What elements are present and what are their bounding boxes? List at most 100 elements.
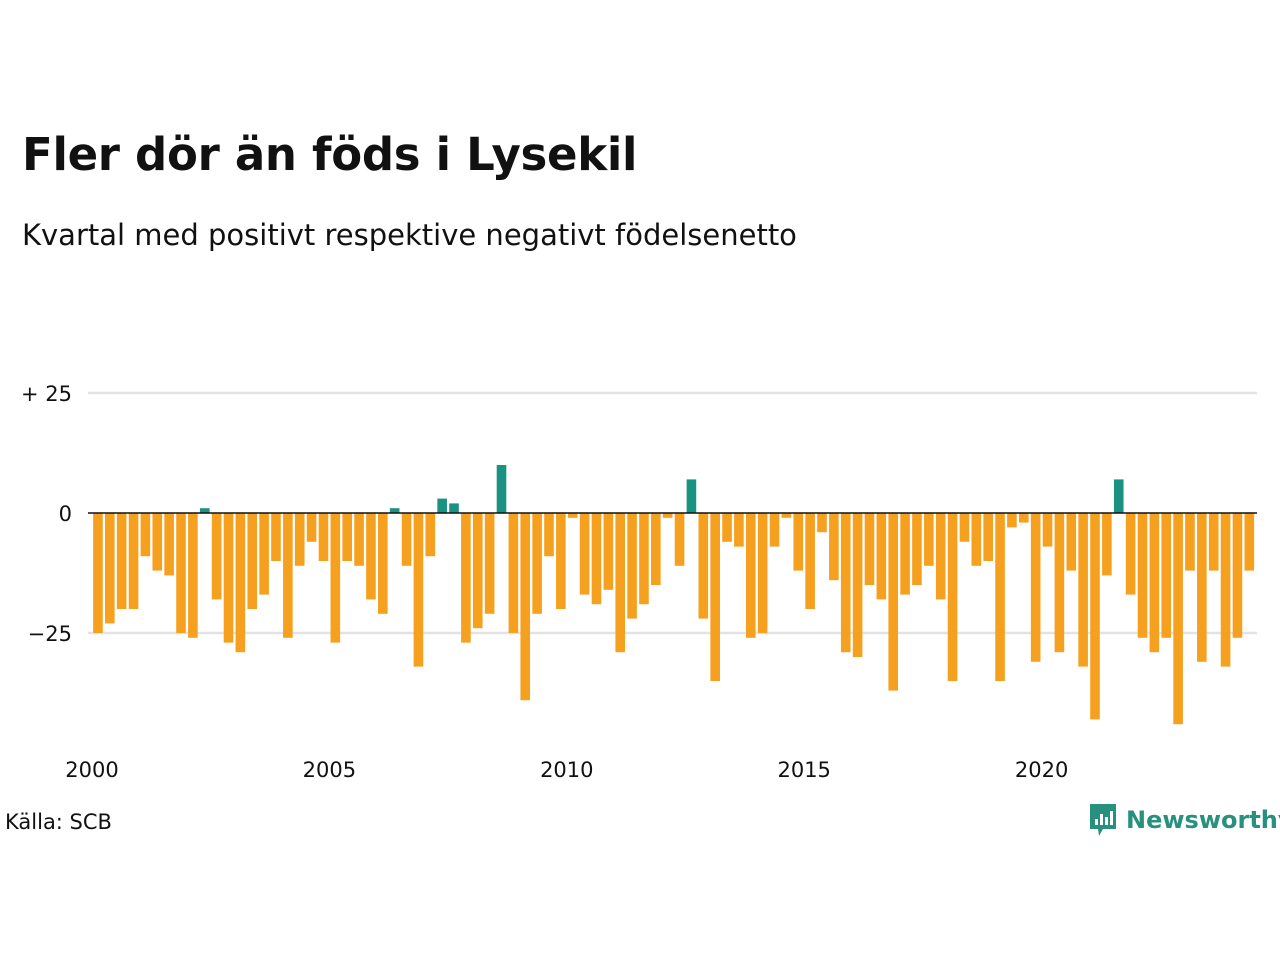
bar xyxy=(188,513,198,638)
bar xyxy=(603,513,614,590)
bar xyxy=(425,513,436,557)
brand-name: Newsworthy xyxy=(1126,806,1280,834)
bar xyxy=(484,513,495,614)
chart-subtitle: Kvartal med positivt respektive negativt… xyxy=(22,218,797,252)
bar xyxy=(1054,513,1065,653)
bar xyxy=(164,513,174,576)
chart-title: Fler dör än föds i Lysekil xyxy=(22,128,638,181)
bar xyxy=(116,513,127,609)
bar xyxy=(105,513,115,624)
bar xyxy=(223,513,234,643)
bar xyxy=(959,513,970,542)
bar xyxy=(947,513,958,681)
bar xyxy=(1137,513,1148,638)
bar xyxy=(532,513,542,614)
bar xyxy=(1090,513,1100,720)
bar xyxy=(971,513,982,566)
bar xyxy=(152,513,163,571)
bar xyxy=(294,513,305,566)
bar xyxy=(128,513,139,609)
bar xyxy=(995,513,1005,681)
bar xyxy=(354,513,364,566)
bar xyxy=(651,513,661,585)
bar xyxy=(1232,513,1243,638)
bar xyxy=(556,513,566,609)
bar xyxy=(1066,513,1077,571)
y-tick-label: + 25 xyxy=(21,382,72,406)
bar xyxy=(520,513,531,701)
newsworthy-logo-icon xyxy=(1090,804,1116,836)
bar xyxy=(472,513,483,629)
x-tick-label: 2010 xyxy=(540,758,593,782)
bars xyxy=(93,465,1255,725)
bar xyxy=(912,513,922,585)
source-note: Källa: SCB xyxy=(5,810,112,834)
bar xyxy=(1197,513,1207,662)
bar xyxy=(829,513,839,581)
bar xyxy=(449,503,459,513)
bar xyxy=(259,513,269,595)
x-tick-label: 2005 xyxy=(303,758,356,782)
bar xyxy=(710,513,720,681)
bar xyxy=(627,513,637,619)
bar xyxy=(176,513,186,633)
bar xyxy=(496,465,507,513)
bar xyxy=(1113,479,1124,513)
bar xyxy=(1149,513,1160,653)
bar xyxy=(1030,513,1041,662)
bar xyxy=(1078,513,1088,667)
bar xyxy=(1173,513,1183,725)
axes: + 25 0 −25 2000 2005 2010 2015 2020 xyxy=(21,382,1257,782)
bar xyxy=(864,513,875,585)
bar xyxy=(461,513,471,643)
bar xyxy=(852,513,863,657)
bar xyxy=(366,513,376,600)
x-tick-label: 2000 xyxy=(65,758,118,782)
bar xyxy=(1220,513,1231,667)
bar xyxy=(793,513,804,571)
bar xyxy=(247,513,258,609)
bar xyxy=(722,513,732,542)
bar xyxy=(745,513,756,638)
newsworthy-logo[interactable]: Newsworthy xyxy=(1088,802,1280,838)
bar xyxy=(413,513,424,667)
bar xyxy=(140,513,151,557)
bar xyxy=(888,513,899,691)
bar xyxy=(1244,513,1255,571)
bar xyxy=(805,513,815,609)
bar xyxy=(544,513,554,557)
bar xyxy=(389,508,400,513)
bar xyxy=(330,513,341,643)
bar xyxy=(662,513,673,518)
bar xyxy=(1161,513,1172,638)
x-tick-label: 2020 xyxy=(1015,758,1068,782)
bar xyxy=(924,513,934,566)
bar xyxy=(283,513,293,638)
bar xyxy=(306,513,317,542)
bar xyxy=(781,513,792,518)
bar xyxy=(817,513,827,533)
bar xyxy=(1007,513,1017,528)
bar xyxy=(401,513,412,566)
bar xyxy=(900,513,910,595)
bar xyxy=(1208,513,1219,571)
y-tick-label: −25 xyxy=(28,622,72,646)
x-tick-label: 2015 xyxy=(777,758,830,782)
bar xyxy=(211,513,222,600)
bar xyxy=(342,513,352,561)
bar xyxy=(318,513,329,561)
bar xyxy=(437,498,447,513)
bar xyxy=(686,479,697,513)
bar xyxy=(1042,513,1053,547)
bar xyxy=(271,513,281,561)
bar xyxy=(93,513,103,633)
bar xyxy=(199,508,210,513)
bar xyxy=(1102,513,1112,576)
bar xyxy=(983,513,993,561)
bar xyxy=(579,513,590,595)
bar xyxy=(591,513,602,605)
bar xyxy=(1125,513,1136,595)
bar xyxy=(1185,513,1195,571)
bar xyxy=(1018,513,1029,523)
